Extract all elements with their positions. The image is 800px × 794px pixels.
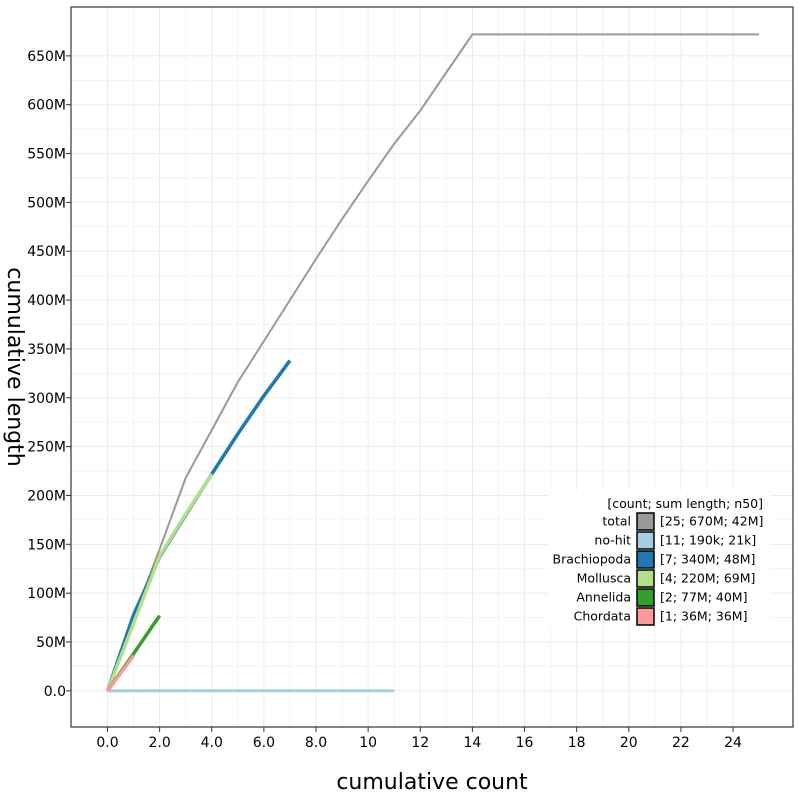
legend-background bbox=[548, 490, 770, 626]
series-line-total bbox=[106, 33, 760, 692]
x-tick-label: 8.0 bbox=[305, 735, 327, 751]
legend-swatch bbox=[636, 569, 655, 588]
legend-stats: [4; 220M; 69M] bbox=[660, 571, 755, 586]
legend-stats: [7; 340M; 48M] bbox=[660, 552, 755, 567]
y-tick-label: 650M bbox=[27, 49, 66, 65]
legend-label: Mollusca bbox=[577, 571, 631, 586]
x-tick-label: 2.0 bbox=[148, 735, 170, 751]
legend-label: Chordata bbox=[574, 609, 631, 624]
legend-label: total bbox=[602, 514, 631, 529]
legend-swatch bbox=[636, 550, 655, 569]
legend-swatch bbox=[636, 588, 655, 607]
x-tick-label: 18 bbox=[568, 735, 586, 751]
legend-label: no-hit bbox=[594, 533, 631, 548]
y-tick-label: 350M bbox=[27, 342, 66, 358]
legend-swatch bbox=[636, 512, 655, 531]
series-layer bbox=[105, 33, 760, 693]
legend-stats: [1; 36M; 36M] bbox=[660, 609, 747, 624]
legend-item-brachiopoda: Brachiopoda [7; 340M; 48M] bbox=[553, 550, 755, 569]
x-tick-label: 12 bbox=[411, 735, 429, 751]
y-tick-label: 200M bbox=[27, 488, 66, 504]
legend-title: [count; sum length; n50] bbox=[607, 496, 763, 511]
legend-swatch bbox=[636, 531, 655, 550]
y-tick-label: 300M bbox=[27, 391, 66, 407]
x-tick-label: 16 bbox=[516, 735, 534, 751]
series-line-brachiopoda bbox=[105, 359, 292, 692]
legend-stats: [2; 77M; 40M] bbox=[660, 590, 747, 605]
x-axis-title: cumulative count bbox=[336, 770, 528, 794]
x-tick-label: 10 bbox=[359, 735, 377, 751]
legend-label: Annelida bbox=[576, 590, 631, 605]
x-tick-label: 6.0 bbox=[253, 735, 275, 751]
legend: [count; sum length; n50] total [25; 670M;… bbox=[548, 490, 770, 626]
y-axis: 0.0 50M 100M 150M 200M 250M 300M 350M 400M 450M 50… bbox=[27, 49, 71, 700]
legend-item-annelida: Annelida [2; 77M; 40M] bbox=[576, 588, 747, 607]
x-tick-label: 4.0 bbox=[201, 735, 223, 751]
legend-stats: [11; 190k; 21k] bbox=[660, 533, 756, 548]
y-tick-label: 400M bbox=[27, 293, 66, 309]
y-tick-label: 150M bbox=[27, 537, 66, 553]
y-tick-label: 600M bbox=[27, 98, 66, 114]
series-line-mollusca bbox=[105, 473, 214, 692]
legend-item-chordata: Chordata [1; 36M; 36M] bbox=[574, 607, 747, 626]
y-tick-label: 450M bbox=[27, 244, 66, 260]
plot-border bbox=[70, 6, 794, 728]
legend-item-total: total [25; 670M; 42M] bbox=[602, 512, 763, 531]
x-tick-label: 24 bbox=[724, 735, 742, 751]
x-tick-label: 20 bbox=[620, 735, 638, 751]
legend-swatch bbox=[636, 607, 655, 626]
x-tick-label: 14 bbox=[463, 735, 481, 751]
x-axis: 0.0 2.0 4.0 6.0 8.0 10 12 14 16 18 20 22 24 bbox=[96, 727, 742, 751]
y-tick-label: 500M bbox=[27, 195, 66, 211]
legend-item-mollusca: Mollusca [4; 220M; 69M] bbox=[577, 569, 755, 588]
legend-label: Brachiopoda bbox=[553, 552, 631, 567]
y-axis-title: cumulative length bbox=[2, 267, 27, 466]
legend-stats: [25; 670M; 42M] bbox=[660, 514, 763, 529]
x-tick-label: 0.0 bbox=[96, 735, 118, 751]
series-line-chordata bbox=[106, 654, 136, 692]
x-tick-label: 22 bbox=[672, 735, 690, 751]
y-tick-label: 100M bbox=[27, 586, 66, 602]
y-tick-label: 50M bbox=[36, 635, 66, 651]
y-tick-label: 0.0 bbox=[44, 684, 66, 700]
y-tick-label: 250M bbox=[27, 440, 66, 456]
y-tick-label: 550M bbox=[27, 147, 66, 163]
legend-item-no-hit: no-hit [11; 190k; 21k] bbox=[594, 531, 756, 550]
